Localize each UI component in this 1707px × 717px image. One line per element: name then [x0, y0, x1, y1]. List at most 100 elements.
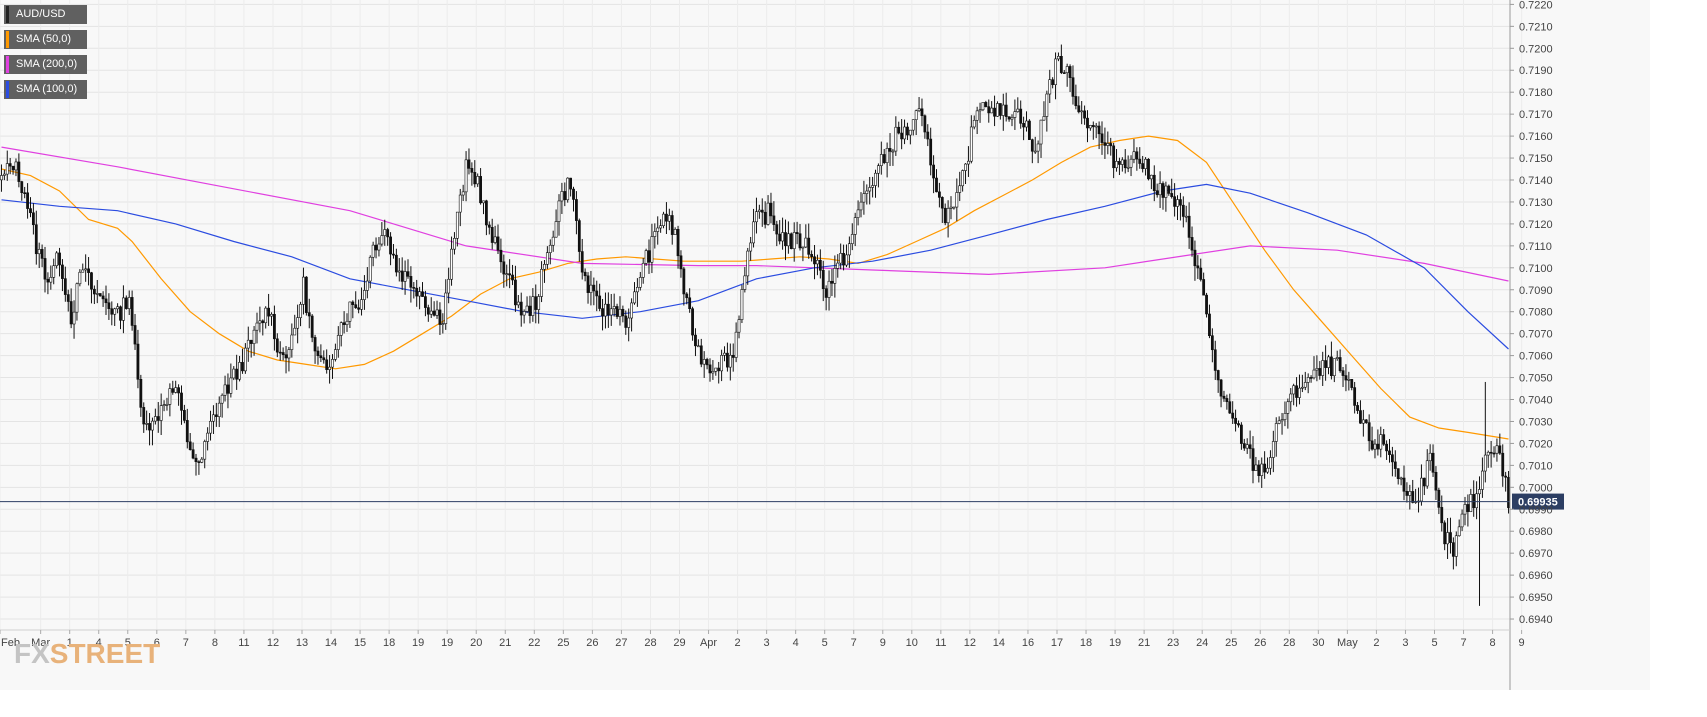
candle-body-down: [1074, 96, 1078, 107]
candle: [1068, 64, 1072, 93]
candle: [1443, 520, 1447, 551]
candle: [487, 221, 491, 235]
candle-body-up: [633, 291, 636, 304]
candle: [821, 260, 825, 302]
x-tick-label: 4: [96, 637, 102, 649]
candle-body-up: [464, 159, 468, 193]
candle: [1478, 476, 1481, 606]
candle: [990, 101, 994, 114]
y-tick-label: 0.7040: [1519, 395, 1553, 407]
candle: [1364, 418, 1368, 424]
candle-body-up: [333, 349, 337, 360]
candle-body-down: [575, 199, 578, 221]
candle: [409, 266, 413, 303]
x-tick-label: 22: [528, 637, 540, 649]
candle-body-down: [789, 233, 793, 250]
candle-body-down: [58, 252, 61, 266]
candle: [917, 97, 921, 113]
candle-body-down: [316, 350, 320, 356]
candle: [177, 384, 180, 406]
legend-item-sma-200[interactable]: SMA (200,0): [4, 55, 88, 74]
candle: [26, 183, 29, 219]
candle: [795, 221, 799, 245]
x-tick-label: 4: [793, 637, 799, 649]
candle-body-up: [630, 302, 633, 319]
candle-body-down: [156, 416, 160, 421]
candle: [1431, 444, 1435, 477]
candle-body-down: [926, 131, 930, 140]
candle-body-down: [1187, 215, 1191, 238]
candle: [455, 211, 459, 247]
y-tick-label: 0.7060: [1519, 351, 1553, 363]
candle: [1280, 412, 1284, 435]
candle: [1193, 240, 1197, 281]
candle: [1315, 355, 1319, 382]
legend-swatch: [6, 56, 9, 73]
candle-body-up: [151, 420, 154, 431]
candle: [1269, 450, 1272, 475]
candle: [531, 288, 535, 322]
candle: [1030, 138, 1034, 164]
candle-body-up: [1254, 464, 1258, 471]
candle: [749, 236, 753, 261]
candle: [618, 296, 622, 326]
candle: [923, 114, 927, 139]
candle-body-down: [182, 410, 186, 421]
candle: [1086, 110, 1089, 143]
legend-item-audusd[interactable]: AUD/USD: [4, 5, 88, 24]
candle: [1222, 390, 1226, 402]
candle: [1321, 351, 1325, 386]
candle-body-down: [90, 272, 93, 290]
candle: [1004, 92, 1008, 122]
candle-body-up: [37, 249, 41, 255]
candle: [1292, 383, 1296, 406]
candle-body-down: [40, 249, 44, 259]
candle: [1344, 364, 1348, 392]
y-tick-label: 0.6970: [1519, 548, 1553, 560]
candle: [1248, 430, 1252, 459]
candle: [235, 354, 239, 390]
candle: [363, 275, 366, 310]
candle: [1420, 464, 1423, 506]
candle-body-up: [444, 292, 448, 324]
candle-body-down: [694, 334, 697, 347]
candle-body-down: [313, 337, 317, 352]
candle: [72, 300, 76, 339]
candle-body-up: [1408, 491, 1412, 496]
candle: [275, 333, 279, 358]
y-tick-label: 0.6950: [1519, 592, 1553, 604]
candle: [90, 271, 93, 304]
candle: [633, 282, 636, 305]
candle-body-up: [220, 394, 224, 404]
candle-body-down: [479, 176, 482, 204]
candle-body-down: [473, 172, 477, 185]
candle-body-up: [145, 423, 149, 425]
candle-body-up: [656, 227, 660, 232]
candle-body-up: [908, 129, 912, 136]
candle-body-down: [760, 209, 764, 213]
candle-body-up: [1094, 125, 1098, 128]
candle: [731, 343, 735, 372]
legend-item-sma-100[interactable]: SMA (100,0): [4, 80, 88, 99]
candle: [630, 298, 633, 332]
candle: [461, 184, 465, 202]
candle: [168, 383, 172, 417]
candle-body-down: [1071, 77, 1075, 97]
candle-body-down: [1498, 445, 1502, 454]
candle-body-down: [1170, 193, 1174, 197]
candle: [696, 339, 700, 348]
y-tick-label: 0.7130: [1519, 197, 1553, 209]
candle: [1437, 487, 1441, 515]
candle-body-up: [1260, 463, 1264, 476]
candle-body-down: [1364, 419, 1368, 423]
candle: [255, 312, 259, 344]
candle: [560, 182, 564, 214]
legend-item-sma-50[interactable]: SMA (50,0): [4, 30, 88, 49]
candle: [769, 192, 773, 224]
candle-body-up: [1088, 125, 1092, 129]
candle: [577, 218, 581, 262]
candle: [798, 224, 802, 251]
candle: [511, 264, 514, 286]
candle-body-down: [1353, 387, 1357, 406]
candle: [1382, 428, 1386, 446]
